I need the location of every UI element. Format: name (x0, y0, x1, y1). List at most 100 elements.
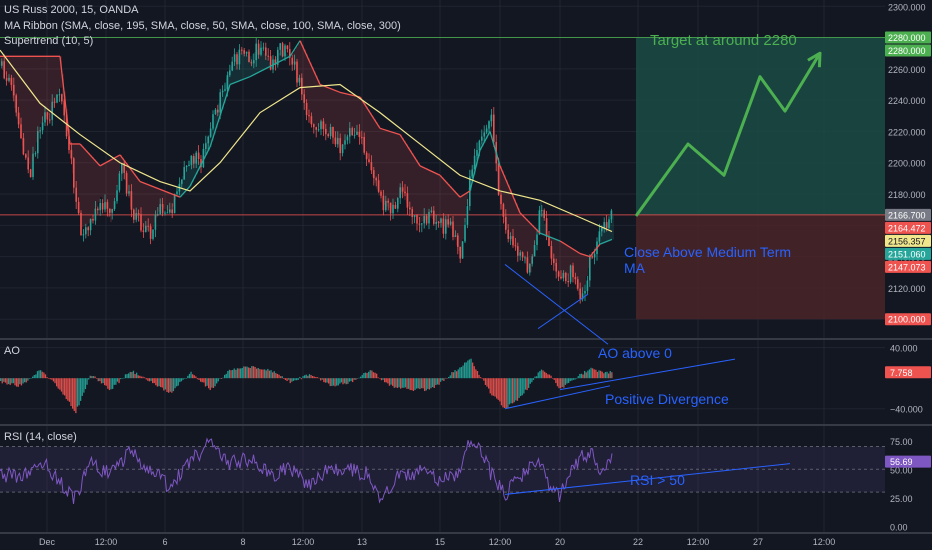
supertrend-fill (88, 152, 90, 224)
candle-body (301, 77, 303, 95)
ao-bar (352, 378, 354, 383)
ao-bar (528, 378, 530, 388)
ao-bar (233, 368, 235, 379)
supertrend-fill (558, 240, 560, 276)
supertrend-fill (334, 89, 336, 141)
candle-body (397, 198, 399, 209)
ao-bar (43, 372, 45, 379)
candle-body (526, 257, 529, 273)
supertrend-fill (542, 212, 544, 234)
candle-body (610, 210, 613, 220)
ao-bar (225, 373, 227, 379)
candle-body (541, 210, 543, 212)
supertrend-fill (44, 56, 46, 120)
supertrend-fill (408, 147, 410, 207)
ao-bar (598, 370, 600, 379)
supertrend-fill (116, 157, 118, 187)
ao-bar (25, 378, 27, 383)
supertrend-fill (424, 167, 426, 221)
ao-bar (564, 378, 567, 385)
ao-bar (105, 378, 107, 386)
time-tick-label: 12:00 (489, 537, 512, 547)
candle-body (123, 163, 125, 173)
supertrend-fill (206, 142, 208, 155)
ao-bar (580, 373, 583, 379)
ao-bar (387, 378, 389, 384)
candle-body (500, 194, 502, 205)
ao-bar (595, 369, 597, 379)
supertrend-line (589, 243, 601, 258)
legend-symbol[interactable]: US Russ 2000, 15, OANDA (4, 4, 139, 16)
candle-body (3, 61, 5, 79)
ao-bar (17, 378, 19, 387)
candle-body (428, 211, 430, 224)
ao-bar (184, 378, 186, 379)
ao-bar (289, 378, 291, 384)
ao-bar (508, 378, 511, 405)
legend-supertrend[interactable]: Supertrend (10, 5) (4, 35, 94, 47)
supertrend-fill (208, 135, 210, 152)
candle-body (517, 246, 519, 256)
supertrend-fill (184, 170, 186, 193)
ao-bar (24, 378, 26, 383)
candle-body (531, 256, 533, 264)
ao-bar (572, 378, 575, 380)
ao-badge-label: 7.758 (890, 368, 913, 378)
ao-bar (171, 378, 173, 393)
ao-bar (526, 378, 528, 391)
candle-body (509, 236, 512, 239)
ao-bar (244, 366, 247, 379)
ao-bar (240, 368, 242, 379)
supertrend-fill (46, 56, 48, 118)
candle-body (296, 61, 298, 83)
legend-ma-ribbon[interactable]: MA Ribbon (SMA, close, 195, SMA, close, … (4, 20, 401, 32)
ao-bar (576, 377, 578, 379)
ao-bar (139, 375, 141, 379)
ao-bar (467, 360, 469, 379)
candle-body (140, 214, 142, 231)
ao-bar (555, 378, 557, 384)
candle-body (233, 54, 236, 62)
ao-bar (513, 378, 515, 403)
ao-bar (512, 378, 514, 404)
ao-bar (48, 378, 50, 379)
supertrend-fill (460, 197, 462, 257)
ao-bar (601, 371, 603, 379)
supertrend-fill (576, 250, 578, 290)
candle-body (401, 187, 404, 192)
ao-bar (46, 377, 48, 379)
legend-ao[interactable]: AO (4, 345, 20, 357)
supertrend-fill (330, 88, 332, 135)
candle-body (433, 210, 435, 224)
ao-bar (561, 378, 563, 387)
candle-body (229, 70, 231, 76)
supertrend-fill (210, 128, 212, 148)
supertrend-fill (232, 63, 234, 84)
supertrend-fill (364, 103, 366, 152)
supertrend-fill (178, 187, 180, 197)
ao-bar (308, 374, 311, 379)
supertrend-fill (240, 53, 242, 81)
ao-bar (270, 370, 272, 379)
supertrend-fill (590, 256, 592, 260)
ao-bar (596, 371, 599, 379)
ao-bar (460, 366, 463, 379)
candle-body (221, 90, 224, 93)
ao-bar (499, 378, 501, 402)
legend-rsi[interactable]: RSI (14, close) (4, 431, 77, 443)
ao-bar (35, 374, 37, 379)
ao-bar (4, 378, 7, 383)
supertrend-fill (2, 56, 4, 71)
ao-bar (193, 375, 195, 379)
ao-bar (393, 378, 395, 388)
ao-bar (169, 378, 171, 392)
ao-bar (248, 367, 250, 379)
ao-bar (414, 378, 416, 390)
ao-bar (331, 378, 333, 387)
ao-bar (428, 378, 431, 390)
candle-body (1, 61, 3, 66)
candle-body (579, 288, 581, 300)
candle-body (214, 109, 217, 115)
candle-body (25, 154, 27, 158)
